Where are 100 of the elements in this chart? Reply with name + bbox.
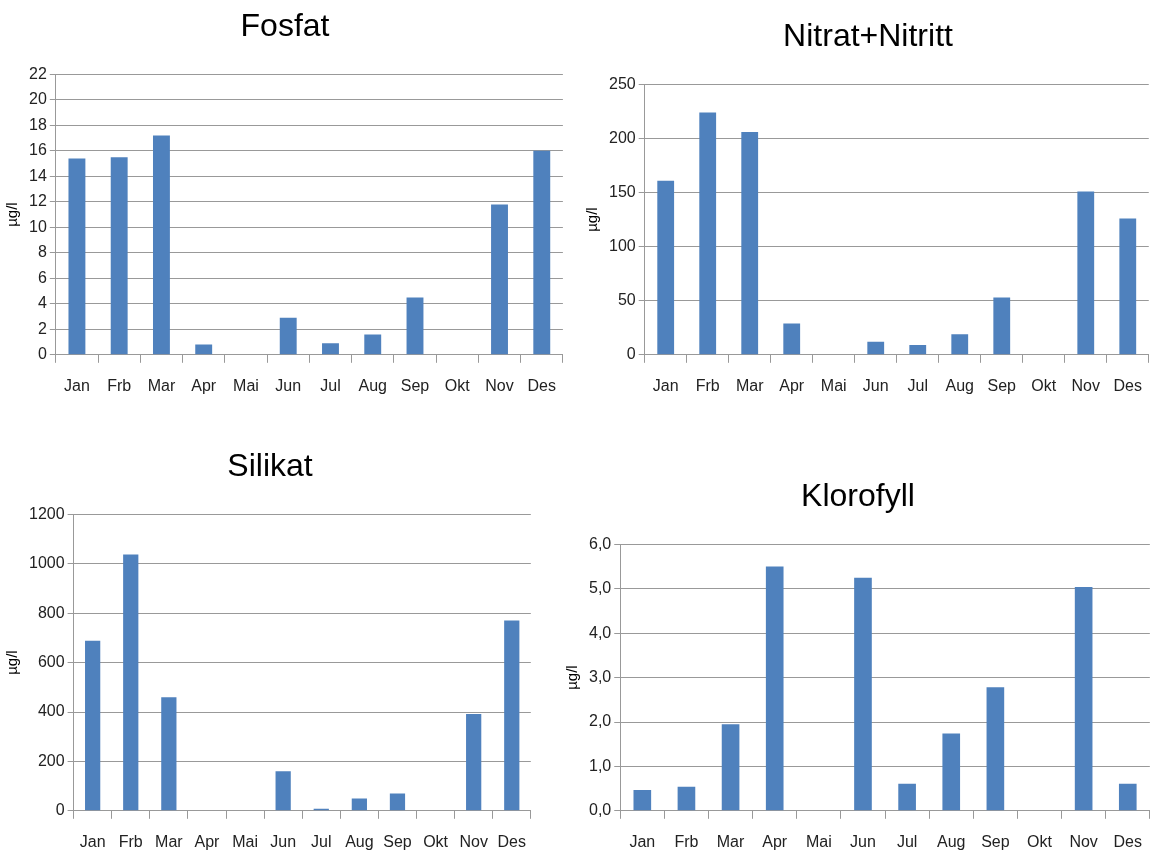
x-tick-label: Nov bbox=[485, 376, 514, 394]
bar bbox=[406, 297, 424, 355]
x-tick-label: Sep bbox=[987, 376, 1017, 394]
bar bbox=[364, 334, 382, 355]
x-tick-label: Jul bbox=[320, 376, 341, 394]
x-tick-label: Nov bbox=[1069, 832, 1098, 850]
bar bbox=[123, 554, 139, 811]
bar bbox=[275, 771, 291, 811]
x-tick-label: Apr bbox=[194, 832, 221, 850]
bar bbox=[1074, 587, 1093, 811]
x-tick-label: Jun bbox=[862, 376, 889, 394]
y-tick-label: 5,0 bbox=[588, 579, 612, 597]
x-tick-label: Jun bbox=[850, 832, 876, 850]
x-tick-label: Jan bbox=[652, 376, 679, 394]
x-tick-label: Sep bbox=[981, 832, 1010, 850]
y-tick-label: 600 bbox=[37, 653, 65, 671]
x-tick-label: Jul bbox=[907, 376, 928, 394]
x-tick-label: Frb bbox=[118, 832, 143, 850]
x-tick-label: Jun bbox=[275, 376, 302, 394]
x-tick-label: Des bbox=[1113, 832, 1142, 850]
bar bbox=[110, 157, 128, 355]
y-tick-label: 20 bbox=[29, 90, 47, 108]
x-tick-label: Okt bbox=[423, 832, 449, 850]
x-tick-label: Aug bbox=[945, 376, 974, 394]
bar bbox=[389, 793, 406, 811]
x-tick-label: Jun bbox=[270, 832, 297, 850]
y-tick-label: 16 bbox=[29, 141, 47, 159]
bar bbox=[657, 180, 675, 355]
x-tick-label: Aug bbox=[345, 832, 374, 850]
y-tick-label: 18 bbox=[29, 115, 47, 133]
x-tick-label: Des bbox=[527, 376, 556, 394]
y-tick-label: 200 bbox=[37, 751, 65, 769]
y-tick-label: 6 bbox=[37, 268, 47, 286]
x-tick-label: Des bbox=[497, 832, 526, 850]
bar bbox=[533, 150, 551, 355]
x-tick-label: Frb bbox=[674, 832, 699, 850]
x-tick-label: Jul bbox=[311, 832, 332, 850]
y-tick-label: 8 bbox=[37, 243, 47, 261]
chart-title: Klorofyll bbox=[801, 477, 915, 514]
chart-title: Silikat bbox=[227, 447, 313, 484]
bar bbox=[993, 297, 1011, 355]
bar bbox=[699, 112, 717, 355]
bar bbox=[85, 640, 101, 811]
x-tick-label: Aug bbox=[358, 376, 387, 394]
y-tick-label: 100 bbox=[608, 237, 636, 255]
bar bbox=[1119, 218, 1137, 355]
chart-title: Nitrat+Nitritt bbox=[783, 17, 954, 54]
x-tick-label: Sep bbox=[400, 376, 430, 394]
x-tick-label: Frb bbox=[107, 376, 132, 394]
y-tick-label: 2,0 bbox=[588, 712, 612, 730]
x-tick-label: Mai bbox=[820, 376, 847, 394]
bar bbox=[909, 345, 927, 355]
y-axis-title: µg/l bbox=[583, 207, 601, 232]
x-tick-label: Nov bbox=[459, 832, 488, 850]
bar bbox=[1118, 783, 1137, 811]
bar bbox=[504, 620, 520, 811]
y-tick-label: 2 bbox=[37, 319, 47, 337]
bar bbox=[322, 343, 339, 355]
x-tick-label: Nov bbox=[1071, 376, 1100, 394]
x-tick-label: Mar bbox=[716, 832, 746, 850]
bar bbox=[161, 697, 177, 811]
y-tick-label: 0 bbox=[37, 345, 47, 363]
bar bbox=[279, 317, 297, 355]
x-tick-label: Jan bbox=[79, 832, 106, 850]
bar bbox=[1077, 191, 1095, 355]
bar bbox=[951, 334, 969, 355]
y-tick-label: 0,0 bbox=[588, 801, 612, 819]
x-tick-label: Mai bbox=[232, 832, 258, 850]
bar bbox=[854, 577, 872, 811]
x-tick-label: Jan bbox=[629, 832, 656, 850]
y-tick-label: 6,0 bbox=[588, 534, 612, 552]
y-tick-label: 1200 bbox=[29, 504, 65, 522]
y-tick-label: 3,0 bbox=[588, 668, 612, 686]
y-axis-title: µg/l bbox=[3, 650, 21, 675]
bar bbox=[677, 786, 696, 811]
y-tick-label: 4 bbox=[37, 294, 47, 312]
bar bbox=[351, 798, 367, 811]
bar bbox=[721, 724, 740, 811]
y-tick-label: 4,0 bbox=[588, 623, 612, 641]
bar bbox=[942, 733, 961, 811]
y-tick-label: 250 bbox=[608, 74, 636, 92]
y-tick-label: 0 bbox=[626, 345, 636, 363]
bar bbox=[986, 687, 1005, 811]
y-axis-title: µg/l bbox=[563, 665, 581, 690]
bar bbox=[195, 344, 213, 355]
bar bbox=[152, 135, 170, 355]
x-tick-label: Mai bbox=[805, 832, 832, 850]
x-tick-label: Mar bbox=[155, 832, 184, 850]
x-tick-label: Sep bbox=[383, 832, 412, 850]
y-tick-label: 22 bbox=[29, 64, 47, 82]
bar bbox=[633, 789, 652, 811]
bar bbox=[765, 566, 784, 811]
y-tick-label: 50 bbox=[617, 291, 636, 309]
chart-title: Fosfat bbox=[240, 7, 330, 44]
x-tick-label: Okt bbox=[444, 376, 471, 394]
x-tick-label: Apr bbox=[191, 376, 217, 394]
x-tick-label: Okt bbox=[1031, 376, 1057, 394]
bar bbox=[867, 341, 885, 355]
x-tick-label: Mar bbox=[735, 376, 765, 394]
y-axis-title: µg/l bbox=[3, 202, 21, 227]
